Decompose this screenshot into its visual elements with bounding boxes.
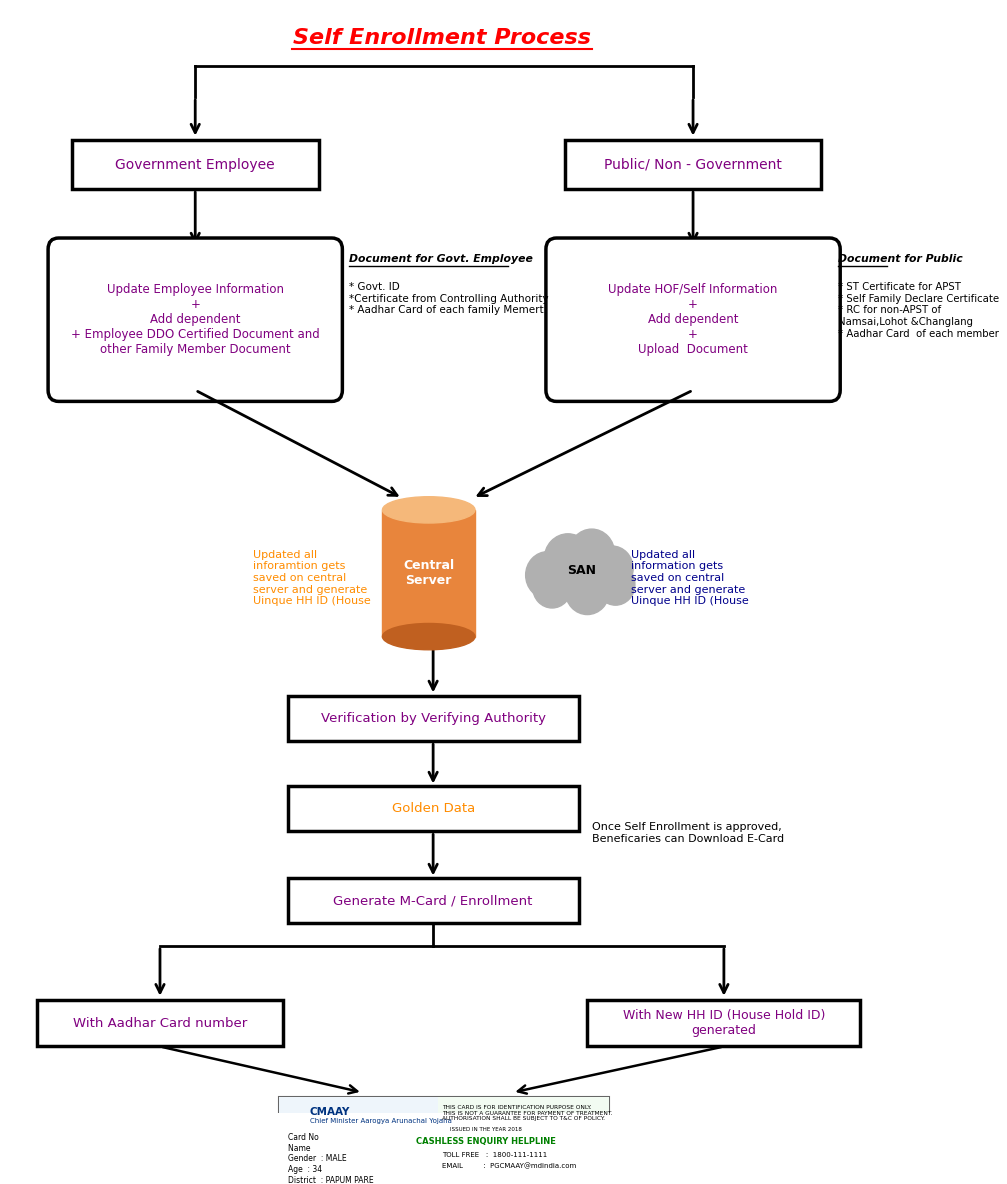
Text: Gender  : MALE: Gender : MALE [288,1154,346,1164]
Text: Update Employee Information
+
Add dependent
+ Employee DDO Certified Document an: Update Employee Information + Add depend… [70,283,319,356]
FancyBboxPatch shape [71,141,318,189]
FancyBboxPatch shape [288,786,578,831]
Text: Name: Name [288,1144,315,1153]
Text: EMAIL         :  PGCMAAY@mdindia.com: EMAIL : PGCMAAY@mdindia.com [442,1163,576,1170]
Text: Document for Govt. Employee: Document for Govt. Employee [349,253,534,264]
Text: Updated all
information gets
saved on central
server and generate
Uinque HH ID (: Updated all information gets saved on ce… [631,549,749,606]
Text: District  : PAPUM PARE: District : PAPUM PARE [288,1176,374,1184]
Text: With Aadhar Card number: With Aadhar Card number [73,1017,247,1030]
Text: CASHLESS ENQUIRY HELPLINE: CASHLESS ENQUIRY HELPLINE [416,1137,556,1146]
Text: SAN: SAN [568,564,596,577]
Circle shape [544,534,592,585]
Polygon shape [383,510,475,637]
Ellipse shape [383,497,475,523]
Circle shape [526,552,570,599]
Text: Update HOF/Self Information
+
Add dependent
+
Upload  Document: Update HOF/Self Information + Add depend… [608,283,777,356]
Text: Card No: Card No [288,1133,323,1141]
Circle shape [565,567,609,614]
Text: Central
Server: Central Server [403,559,454,587]
FancyBboxPatch shape [288,696,578,741]
Text: Public/ Non - Government: Public/ Non - Government [604,157,782,172]
Text: Generate M-Card / Enrollment: Generate M-Card / Enrollment [333,894,533,907]
Text: With New HH ID (House Hold ID)
generated: With New HH ID (House Hold ID) generated [622,1009,825,1037]
Text: * Govt. ID
*Certificate from Controlling Authority
* Aadhar Card of each family : * Govt. ID *Certificate from Controlling… [349,282,549,315]
FancyBboxPatch shape [279,1098,609,1184]
FancyBboxPatch shape [48,238,342,401]
Text: Verification by Verifying Authority: Verification by Verifying Authority [320,713,546,726]
Circle shape [533,567,571,607]
Text: THIS CARD IS FOR IDENTIFICATION PURPOSE ONLY.
THIS IS NOT A GUARANTEE FOR PAYMEN: THIS CARD IS FOR IDENTIFICATION PURPOSE … [442,1105,612,1121]
FancyBboxPatch shape [565,141,821,189]
Text: Once Self Enrollment is approved,
Beneficaries can Download E-Card: Once Self Enrollment is approved, Benefi… [592,822,783,844]
FancyBboxPatch shape [36,999,283,1047]
Text: ISSUED IN THE YEAR 2018: ISSUED IN THE YEAR 2018 [450,1127,522,1132]
Text: Chief Minister Aarogya Arunachal Yojana: Chief Minister Aarogya Arunachal Yojana [310,1118,452,1124]
FancyBboxPatch shape [587,999,860,1047]
Text: TOLL FREE   :  1800-111-1111: TOLL FREE : 1800-111-1111 [442,1152,547,1158]
Text: * ST Certificate for APST
* Self Family Declare Certificate
* RC for non-APST of: * ST Certificate for APST * Self Family … [839,282,1000,339]
FancyBboxPatch shape [279,1098,437,1184]
Text: Updated all
inforamtion gets
saved on central
server and generate
Uinque HH ID (: Updated all inforamtion gets saved on ce… [253,549,371,606]
Text: MDIndia Health Insurance TPA Pvt.Ltd.: MDIndia Health Insurance TPA Pvt.Ltd. [446,1183,600,1184]
Text: Golden Data: Golden Data [392,803,474,816]
Circle shape [591,546,633,591]
Text: Self Enrollment Process: Self Enrollment Process [293,28,591,49]
Text: Document for Public: Document for Public [839,253,963,264]
Text: Age  : 34: Age : 34 [288,1165,322,1175]
Text: Government Employee: Government Employee [116,157,275,172]
Ellipse shape [383,624,475,650]
FancyBboxPatch shape [437,1176,609,1184]
FancyBboxPatch shape [288,879,578,924]
FancyBboxPatch shape [546,238,840,401]
Circle shape [596,564,634,605]
Circle shape [569,529,614,578]
FancyBboxPatch shape [437,1098,609,1184]
Text: CMAAY: CMAAY [310,1107,350,1117]
